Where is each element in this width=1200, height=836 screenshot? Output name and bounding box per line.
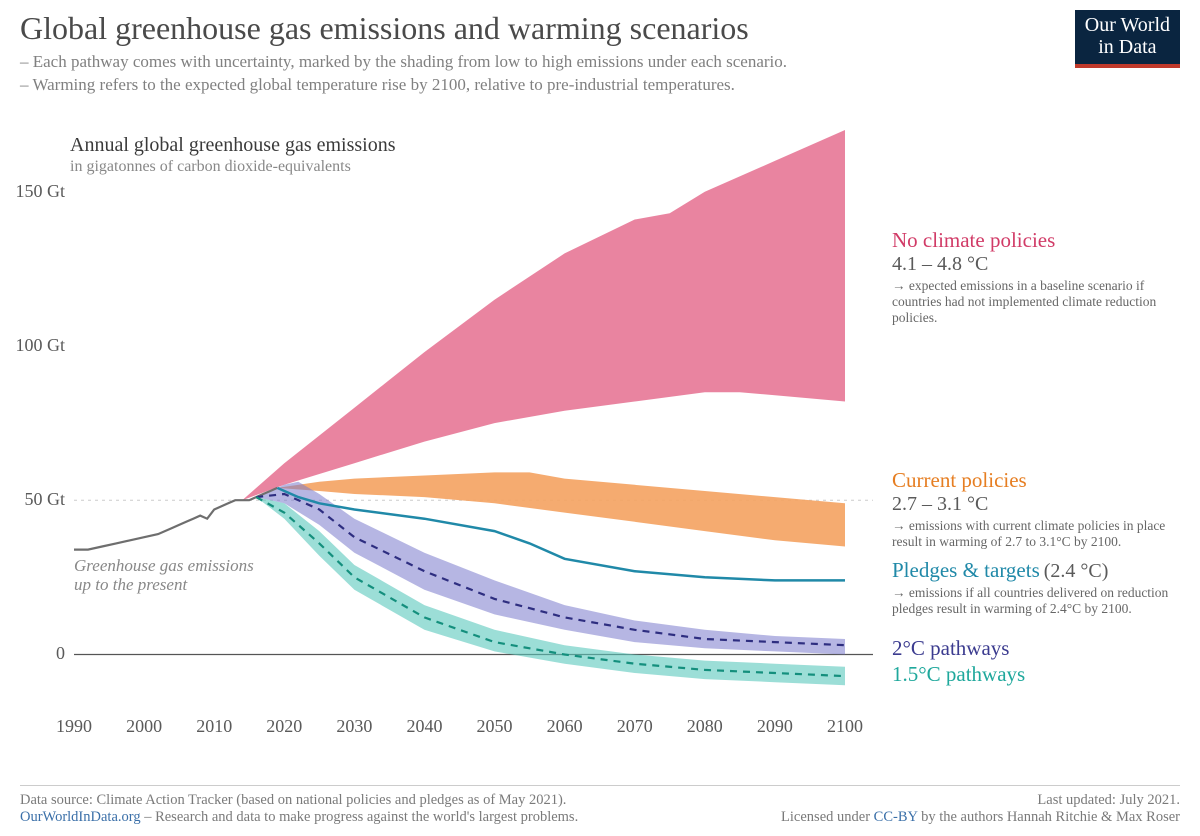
x-tick: 2080 (675, 716, 735, 737)
footer-source: Data source: Climate Action Tracker (bas… (20, 792, 578, 809)
footer-updated: Last updated: July 2021. (781, 792, 1180, 809)
annotation-no_policies: No climate policies4.1 – 4.8 °C→ expecte… (892, 228, 1192, 327)
x-tick: 2090 (745, 716, 805, 737)
annotation-current_policies: Current policies2.7 – 3.1 °C→ emissions … (892, 468, 1192, 550)
historical-label: Greenhouse gas emissionsup to the presen… (74, 556, 254, 595)
y-tick: 50 Gt (10, 489, 65, 510)
annotation-onepfive_deg: 1.5°C pathways (892, 662, 1025, 687)
annotation-pledges: Pledges & targets (2.4 °C)→ emissions if… (892, 558, 1192, 617)
x-tick: 1990 (44, 716, 104, 737)
logo-line-1: Our World (1085, 14, 1170, 36)
x-tick: 2010 (184, 716, 244, 737)
chart-footer: Data source: Climate Action Tracker (bas… (20, 785, 1180, 826)
y-tick: 0 (10, 643, 65, 664)
x-tick: 2040 (394, 716, 454, 737)
license-link[interactable]: CC-BY (874, 809, 918, 825)
y-tick: 100 Gt (10, 335, 65, 356)
area-no_policies (242, 130, 845, 500)
x-tick: 2050 (465, 716, 525, 737)
y-tick: 150 Gt (10, 181, 65, 202)
footer-license-pre: Licensed under (781, 809, 874, 825)
logo-line-2: in Data (1085, 36, 1170, 58)
x-tick: 2030 (324, 716, 384, 737)
x-tick: 2070 (605, 716, 665, 737)
subtitle-line-2: – Warming refers to the expected global … (20, 74, 1180, 97)
chart-title: Global greenhouse gas emissions and warm… (20, 10, 1180, 47)
owid-link[interactable]: OurWorldInData.org (20, 809, 141, 825)
x-tick: 2060 (535, 716, 595, 737)
footer-license-post: by the authors Hannah Ritchie & Max Rose… (917, 809, 1180, 825)
chart-plot (60, 130, 880, 710)
x-tick: 2100 (815, 716, 875, 737)
x-tick: 2020 (254, 716, 314, 737)
subtitle-line-1: – Each pathway comes with uncertainty, m… (20, 51, 1180, 74)
annotation-two_deg: 2°C pathways (892, 636, 1009, 661)
x-tick: 2000 (114, 716, 174, 737)
owid-logo: Our World in Data (1075, 10, 1180, 68)
footer-tagline: – Research and data to make progress aga… (141, 809, 579, 825)
chart-subtitle: – Each pathway comes with uncertainty, m… (20, 51, 1180, 97)
